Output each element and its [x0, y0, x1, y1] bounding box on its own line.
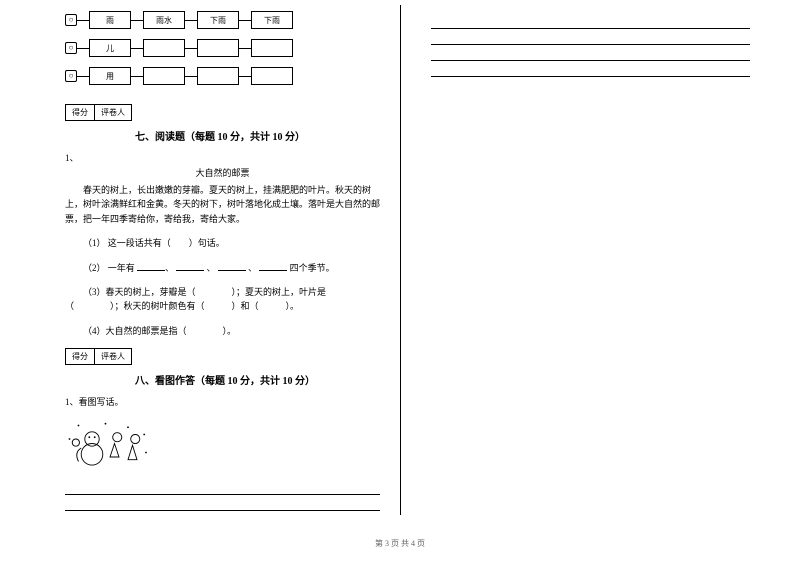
ring-icon	[65, 42, 77, 54]
connector	[77, 76, 89, 77]
chain-row: 雨 雨水 下雨 下雨	[65, 10, 380, 30]
passage-title: 大自然的邮票	[65, 166, 380, 179]
illustration-snowman	[65, 416, 155, 471]
left-column: 雨 雨水 下雨 下雨 儿 用	[0, 0, 400, 530]
connector	[131, 20, 143, 21]
word-box: 雨	[89, 11, 131, 29]
score-label: 得分	[66, 105, 95, 120]
word-box[interactable]	[143, 67, 185, 85]
word-box: 雨水	[143, 11, 185, 29]
blank[interactable]	[218, 261, 246, 271]
word-chain-diagram: 雨 雨水 下雨 下雨 儿 用	[65, 10, 380, 86]
connector	[185, 76, 197, 77]
word-box[interactable]	[251, 67, 293, 85]
writing-line[interactable]	[431, 63, 750, 77]
word-box[interactable]	[197, 67, 239, 85]
word-box: 下雨	[197, 11, 239, 29]
grader-label: 评卷人	[95, 105, 131, 120]
score-table: 得分 评卷人	[65, 348, 132, 365]
score-label: 得分	[66, 349, 95, 364]
sub-question-3: （3）春天的树上，芽瓣是（ ）；夏天的树上，叶片是（ ）；秋天的树叶颜色有（ ）…	[65, 285, 380, 314]
writing-line[interactable]	[431, 47, 750, 61]
connector	[77, 20, 89, 21]
sub-question-4: （4）大自然的邮票是指（ ）。	[65, 324, 380, 338]
ring-icon	[65, 14, 77, 26]
word-box: 用	[89, 67, 131, 85]
blank[interactable]	[176, 261, 204, 271]
section-7-title: 七、阅读题（每题 10 分，共计 10 分）	[135, 128, 380, 143]
chain-row: 儿	[65, 38, 380, 58]
sub-question-2: （2） 一年有 、 、 、 四个季节。	[65, 261, 380, 275]
word-box[interactable]	[251, 39, 293, 57]
writing-line[interactable]	[65, 479, 380, 495]
writing-line[interactable]	[431, 15, 750, 29]
reading-passage: 春天的树上，长出嫩嫩的芽瓣。夏天的树上，挂满肥肥的叶片。秋天的树上，树叶涂满鲜红…	[65, 183, 380, 226]
section-8-title: 八、看图作答（每题 10 分，共计 10 分）	[135, 372, 380, 387]
blank[interactable]	[259, 261, 287, 271]
ring-icon	[65, 70, 77, 82]
question-number: 1、	[65, 151, 380, 164]
grader-label: 评卷人	[95, 349, 131, 364]
sub-question-1: （1） 这一段话共有（ ）句话。	[65, 236, 380, 250]
connector	[239, 48, 251, 49]
sub2-text-b: 四个季节。	[290, 263, 335, 273]
writing-line[interactable]	[65, 495, 380, 511]
connector	[131, 76, 143, 77]
connector	[185, 20, 197, 21]
connector	[185, 48, 197, 49]
writing-line[interactable]	[431, 31, 750, 45]
word-box: 下雨	[251, 11, 293, 29]
connector	[239, 76, 251, 77]
connector	[239, 20, 251, 21]
chain-row: 用	[65, 66, 380, 86]
word-box: 儿	[89, 39, 131, 57]
page-footer: 第 3 页 共 4 页	[0, 538, 800, 549]
right-column	[400, 5, 800, 515]
word-box[interactable]	[197, 39, 239, 57]
score-table: 得分 评卷人	[65, 104, 132, 121]
connector	[77, 48, 89, 49]
question-number: 1、看图写话。	[65, 395, 380, 408]
connector	[131, 48, 143, 49]
word-box[interactable]	[143, 39, 185, 57]
sub2-text-a: （2） 一年有	[83, 263, 135, 273]
blank[interactable]	[137, 261, 165, 271]
